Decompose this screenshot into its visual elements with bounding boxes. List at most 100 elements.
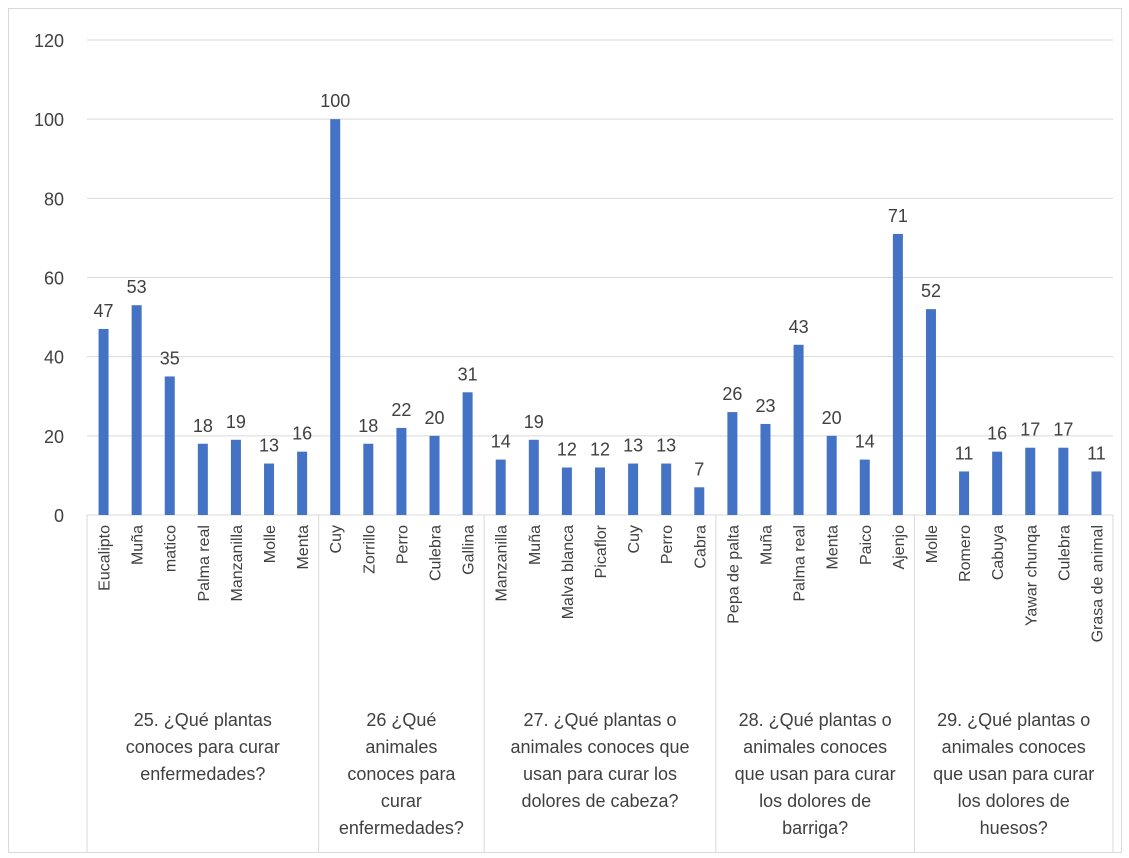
x-tick-label: Romero <box>957 525 974 582</box>
data-label: 31 <box>458 364 478 384</box>
chart-frame <box>8 8 1122 853</box>
data-label: 18 <box>193 416 213 436</box>
group-label-line: 26 ¿Qué <box>366 710 436 730</box>
data-label: 14 <box>491 432 511 452</box>
x-tick-label: Perro <box>394 525 411 564</box>
group-label-line: enfermedades? <box>339 818 464 838</box>
bar <box>1091 471 1102 515</box>
y-tick-label: 0 <box>54 506 64 526</box>
bar <box>131 305 142 515</box>
data-label: 53 <box>127 277 147 297</box>
bar <box>727 412 738 515</box>
bar <box>528 439 539 515</box>
bar <box>98 328 109 515</box>
group-label-line: conoces para <box>347 764 456 784</box>
x-tick-label: Malva blanca <box>560 525 577 619</box>
x-tick-label: Menta <box>825 525 842 570</box>
group-label-line: curar <box>381 791 422 811</box>
bar <box>959 471 970 515</box>
data-label: 18 <box>358 416 378 436</box>
bar <box>429 435 440 515</box>
data-label: 13 <box>623 436 643 456</box>
bar <box>826 435 837 515</box>
data-label: 12 <box>557 440 577 460</box>
group-label-line: que usan para curar <box>735 764 896 784</box>
group-label-line: los dolores de <box>759 791 871 811</box>
x-tick-label: Molle <box>262 525 279 563</box>
group-label-line: huesos? <box>980 818 1048 838</box>
data-label: 17 <box>1020 420 1040 440</box>
bar <box>925 309 936 515</box>
bar <box>396 427 407 515</box>
x-tick-label: Picaflor <box>593 524 610 578</box>
group-label-line: animales <box>365 737 437 757</box>
x-tick-label: Palma real <box>196 525 213 601</box>
bar <box>363 443 374 515</box>
x-tick-label: Perro <box>659 525 676 564</box>
data-label: 100 <box>320 91 350 111</box>
x-tick-label: Menta <box>295 525 312 570</box>
group-label-line: usan para curar los <box>523 764 677 784</box>
x-tick-label: Pepa de palta <box>725 525 742 624</box>
x-tick-label: Grasa de animal <box>1089 525 1106 642</box>
data-label: 13 <box>259 436 279 456</box>
bar <box>892 233 903 516</box>
x-tick-label: Cabra <box>692 525 709 569</box>
bar <box>264 463 275 515</box>
data-label: 7 <box>694 459 704 479</box>
x-tick-label: Muña <box>130 525 147 565</box>
bar <box>992 451 1003 515</box>
bar <box>595 467 605 515</box>
x-tick-label: Palma real <box>792 525 809 601</box>
data-label: 20 <box>425 408 445 428</box>
x-tick-label: Muña <box>758 525 775 565</box>
data-label: 12 <box>590 440 610 460</box>
x-tick-label: Culebra <box>1056 525 1073 581</box>
bar <box>628 463 639 515</box>
bar <box>462 392 473 515</box>
data-label: 11 <box>955 443 974 463</box>
bar <box>561 467 572 515</box>
bar <box>197 443 208 515</box>
data-label: 14 <box>855 432 875 452</box>
data-label: 35 <box>160 348 180 368</box>
x-tick-label: Yawar chunqa <box>1023 525 1040 626</box>
bar <box>495 459 506 515</box>
data-label: 52 <box>921 281 941 301</box>
x-tick-label: Zorrillo <box>361 525 378 574</box>
data-label: 17 <box>1053 420 1073 440</box>
x-tick-label: Paico <box>858 525 875 565</box>
group-label-line: barriga? <box>782 818 848 838</box>
data-label: 23 <box>755 396 775 416</box>
bar <box>1025 447 1036 515</box>
y-tick-label: 20 <box>44 427 64 447</box>
y-tick-label: 100 <box>34 110 64 130</box>
data-label: 22 <box>391 400 411 420</box>
y-tick-label: 60 <box>44 269 64 289</box>
x-tick-label: Manzanilla <box>494 525 511 602</box>
group-label-line: que usan para curar <box>933 764 1094 784</box>
bar <box>694 487 705 515</box>
bar <box>859 459 870 515</box>
group-label-line: conoces para curar <box>126 737 280 757</box>
group-label-line: 28. ¿Qué plantas o <box>739 710 892 730</box>
group-label-line: enfermedades? <box>140 764 265 784</box>
data-label: 13 <box>656 436 676 456</box>
x-tick-label: Gallina <box>461 525 478 575</box>
group-label-line: animales conoces <box>743 737 887 757</box>
data-label: 26 <box>722 384 742 404</box>
x-tick-label: Culebra <box>428 525 445 581</box>
bar <box>230 439 241 515</box>
x-tick-label: matico <box>163 525 180 572</box>
data-label: 16 <box>292 424 312 444</box>
bar <box>164 376 175 515</box>
y-tick-label: 80 <box>44 189 64 209</box>
x-tick-label: Eucalipto <box>97 525 114 591</box>
group-label-line: los dolores de <box>958 791 1070 811</box>
bar <box>661 463 672 515</box>
x-tick-label: Molle <box>924 525 941 563</box>
bar <box>297 451 308 515</box>
group-label-line: 29. ¿Qué plantas o <box>937 710 1090 730</box>
